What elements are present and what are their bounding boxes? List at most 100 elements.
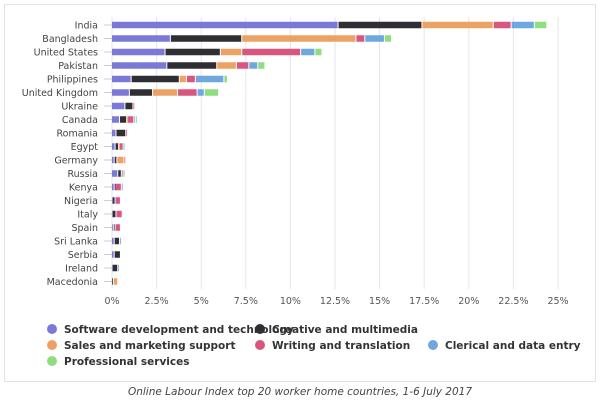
bar-segment [217,62,236,69]
bar-segment [220,48,242,56]
bar-segment [128,116,134,123]
bar-segment [116,129,126,137]
bar-segment [121,183,123,191]
bar-segment [112,129,116,137]
bar-segment [112,210,113,218]
bar-segment [114,156,117,164]
bar-segment [123,170,125,177]
bar-segment [115,197,120,204]
bar-segment [338,21,422,29]
y-category-label: Sri Lanka [54,237,98,248]
bar-segment [112,278,113,285]
bar-segment [204,89,219,96]
bar-segment [133,102,135,110]
bar-segment [113,224,115,231]
bar-segment [195,75,224,83]
bar-segment [242,35,356,42]
bar-segment [301,48,315,56]
bar-segment [112,210,116,218]
x-tick-label: 25% [547,296,568,307]
bar-segment [112,75,131,83]
y-category-label: Serbia [68,250,98,261]
y-category-label: Macedonia [47,277,98,288]
bar-segment [197,89,204,96]
y-category-label: Nigeria [64,196,98,207]
bar-segment [534,21,547,29]
legend-marker [255,340,265,350]
stacked-bar-chart: India Bangladesh United States Pakistan Phil… [22,17,581,368]
legend-label: Sales and marketing support [64,340,235,352]
bar-segment [112,264,118,272]
y-category-label: India [75,21,98,32]
bar-segment [121,170,123,177]
bar-segment [124,156,126,164]
bar-segment [249,62,258,69]
bar-segment [114,251,120,258]
x-tick-label: 0% [104,296,119,307]
bar-segment [118,264,120,272]
bar-segment [511,21,534,29]
bar-segment [119,143,120,150]
y-category-label: United States [34,48,98,59]
x-tick-label: 5% [194,296,209,307]
bar-segment [112,89,129,96]
bar-segment [123,143,125,150]
legend-label: Clerical and data entry [445,340,581,352]
bar-segment [258,62,265,69]
bar-segment [136,116,137,123]
x-tick-label: 7.5% [234,296,258,307]
bar-segment [115,143,119,150]
bar-segment [112,116,120,123]
y-category-label: Pakistan [58,61,98,72]
bar-segment [131,75,179,83]
bar-segment [120,143,123,150]
bar-segment [112,48,165,56]
legend-label: Professional services [64,356,190,368]
y-category-label: Bangladesh [42,34,98,45]
bar-segment [116,210,122,218]
bar-segment [112,237,114,245]
x-tick-label: 20% [458,296,479,307]
legend-label: Creative and multimedia [272,324,418,336]
bar-segment [112,197,113,204]
legend-marker [255,324,265,334]
x-tick-label: 22.5% [498,296,528,307]
bar-segment [315,48,322,56]
bar-segment [493,21,511,29]
x-tick-label: 15% [369,296,390,307]
bar-segment [120,116,127,123]
legend-marker [47,340,57,350]
bar-segment [422,21,493,29]
legend-label: Software development and technology [64,324,294,336]
y-category-label: Italy [77,210,98,221]
bar-segment [186,75,195,83]
legend-label: Writing and translation [272,340,410,352]
x-tick-label: 17.5% [409,296,439,307]
bar-segment [115,224,120,231]
x-tick-label: 12.5% [320,296,350,307]
bar-segment [170,35,242,42]
chart-frame [4,4,596,382]
bar-segment [112,170,118,177]
x-tick-label: 2.5% [145,296,169,307]
legend-marker [47,324,57,334]
bar-segment [112,62,167,69]
y-category-label: Ireland [65,264,98,275]
y-category-label: Philippines [47,75,98,86]
bar-segment [125,102,133,110]
bar-segment [384,35,392,42]
bar-segment [242,48,301,56]
y-category-label: Romania [56,129,98,140]
bar-segment [113,278,118,285]
bar-segment [129,89,153,96]
y-category-label: Ukraine [61,102,98,113]
bar-segment [179,75,186,83]
y-category-label: Russia [67,169,98,180]
bar-segment [112,224,113,231]
bar-segment [117,156,124,164]
bar-segment [112,21,338,29]
bar-segment [134,116,136,123]
legend-marker [47,356,57,366]
bar-segment [114,237,120,245]
